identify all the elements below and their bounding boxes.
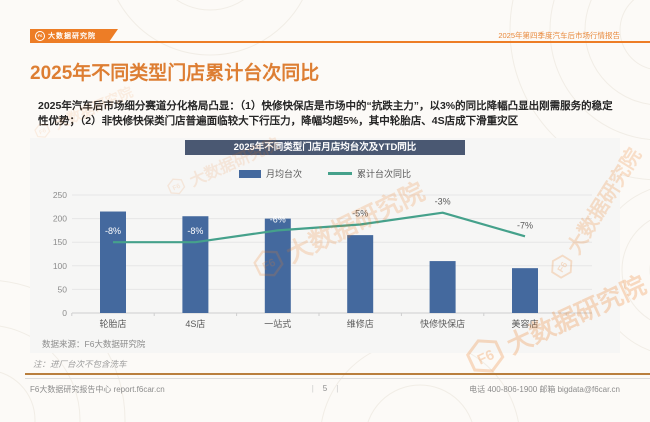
y-axis-tick: 100 [53, 261, 67, 271]
chart-legend: 月均台次 累计台次同比 [30, 167, 620, 180]
y-axis-tick: 0 [62, 308, 67, 318]
y-axis-tick: 150 [53, 237, 67, 247]
bar-轮胎店 [100, 211, 126, 313]
y-axis-tick: 200 [53, 214, 67, 224]
bar-快修快保店 [429, 261, 456, 313]
combo-chart: 0 50 100 150 200 250 -8% -8% -6% -5% -3% -7% 轮胎店 4S店 一… [53, 190, 592, 329]
y-axis-tick: 250 [53, 190, 67, 200]
pager-separator: | [311, 384, 314, 393]
x-axis-label: 维修店 [347, 318, 374, 329]
yoy-label: -5% [352, 209, 368, 219]
bar-美容店 [512, 268, 538, 313]
x-axis-label: 美容店 [511, 318, 538, 329]
bar-swatch-icon [238, 169, 261, 178]
page-number: | 5 | [312, 384, 339, 393]
yoy-label: -8% [105, 226, 121, 236]
footer-divider [25, 378, 650, 379]
yoy-label: -6% [270, 214, 286, 224]
header-rule [30, 41, 650, 43]
x-axis-label: 快修快保店 [420, 318, 465, 329]
page-title: 2025年不同类型门店累计台次同比 [30, 63, 320, 84]
legend-item-line: 累计台次同比 [328, 167, 411, 180]
chart-card: 2025年不同类型门店月店均台次及YTD同比 月均台次 累计台次同比 0 50 10… [30, 138, 620, 353]
summary-text: 2025年汽车后市场细分赛道分化格局凸显：（1）快修快保店是市场中的“抗跌主力”… [38, 100, 613, 127]
footer-report-center: F6大数据研究报告中心 report.f6car.cn [30, 385, 165, 394]
brand-badge-label: 大数据研究院 [48, 32, 96, 40]
y-axis-tick: 50 [58, 284, 68, 294]
f6-logo-icon: F6 [35, 31, 45, 41]
yoy-label: -3% [435, 197, 451, 207]
chart-title: 2025年不同类型门店月店均台次及YTD同比 [185, 140, 465, 155]
yoy-line [113, 211, 526, 244]
bar-维修店 [347, 235, 374, 313]
x-axis-label: 4S店 [185, 318, 205, 329]
pager-separator: | [336, 384, 339, 393]
report-title: 2025年第四季度汽车后市场行情报告 [498, 31, 620, 40]
data-source: 数据来源：F6大数据研究院 [42, 339, 146, 349]
legend-bar-label: 月均台次 [265, 169, 302, 179]
yoy-label: -7% [517, 220, 533, 230]
line-swatch-icon [328, 172, 352, 175]
bar-4S店 [182, 216, 209, 313]
yoy-label: -8% [187, 226, 203, 236]
legend-line-label: 累计台次同比 [357, 169, 412, 179]
legend-item-bar: 月均台次 [238, 167, 302, 180]
x-axis-label: 轮胎店 [99, 318, 126, 329]
footer-contact: 电话 400-806-1900 邮箱 bigdata@f6car.cn [469, 385, 620, 394]
brand-badge: F6 大数据研究院 [30, 29, 118, 42]
footnote: 注：进厂台次不包含洗车 [33, 359, 127, 369]
page-number-value: 5 [322, 384, 328, 393]
x-axis-label: 一站式 [264, 318, 291, 329]
bottom-accent-rule [25, 373, 650, 375]
bar-一站式 [264, 218, 291, 313]
